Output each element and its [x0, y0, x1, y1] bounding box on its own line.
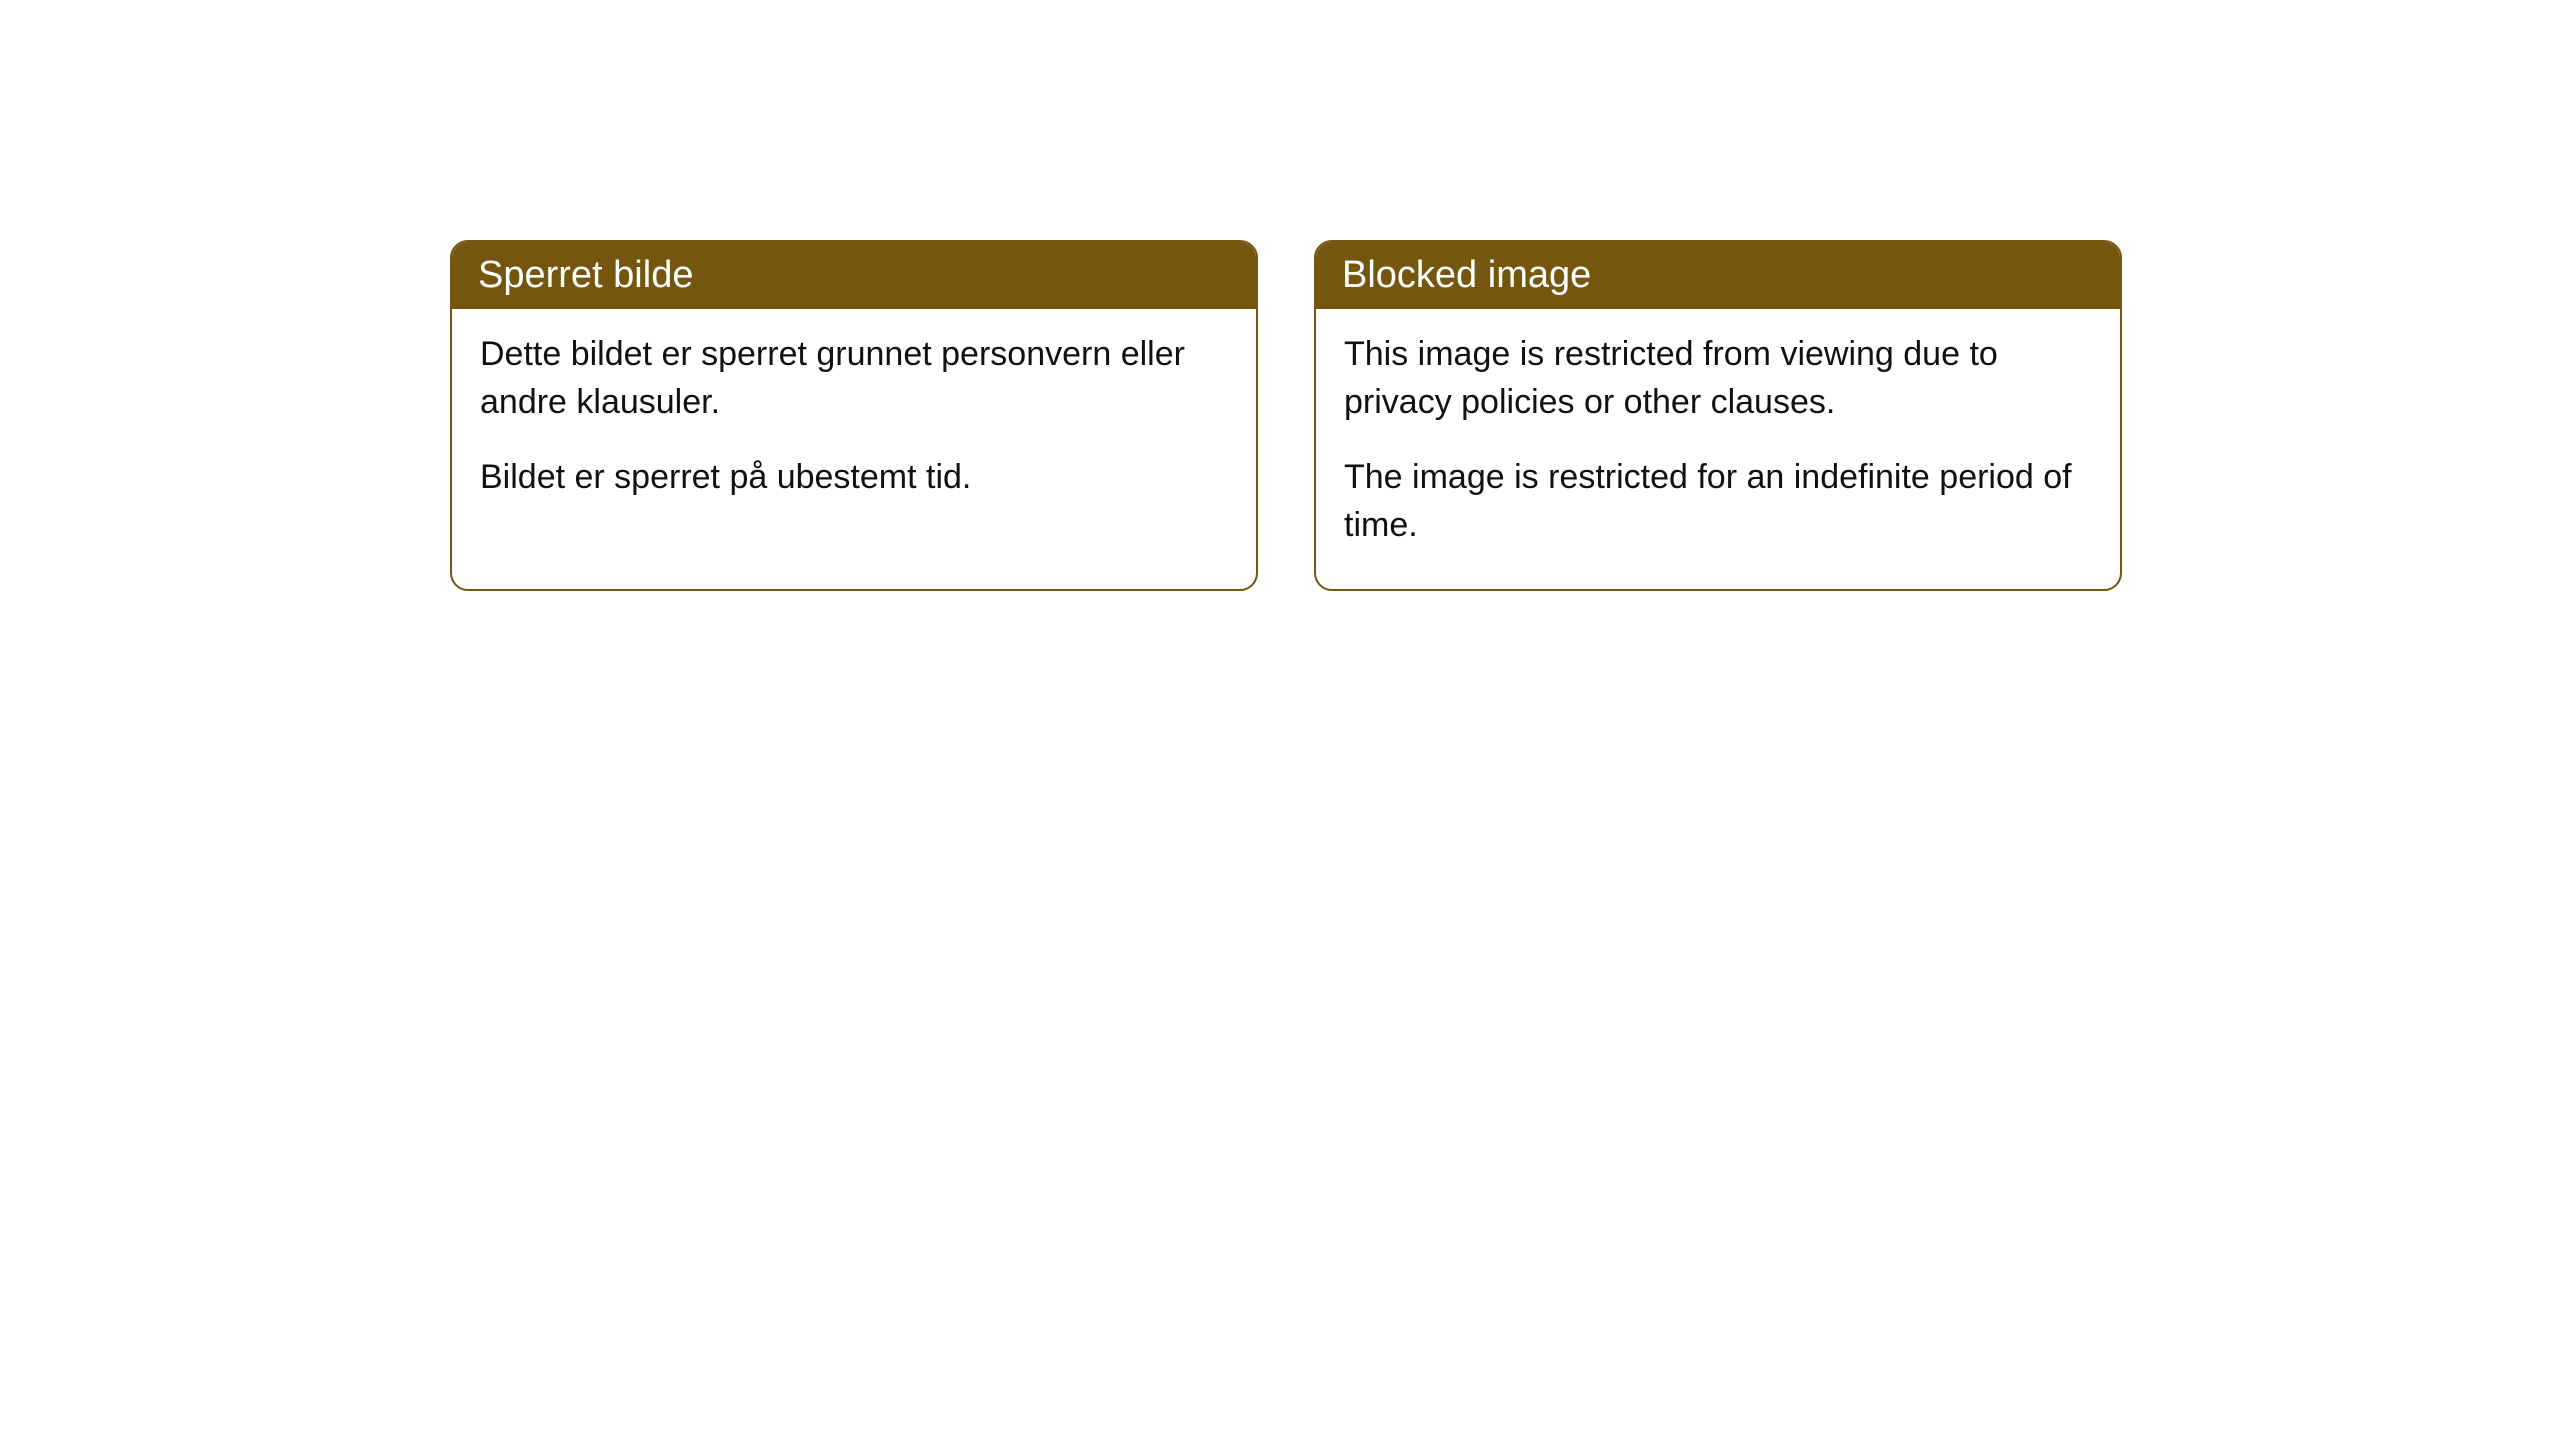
card-title-en: Blocked image [1342, 254, 1591, 296]
card-paragraph-2-en: The image is restricted for an indefinit… [1344, 454, 2092, 549]
card-header-no: Sperret bilde [452, 242, 1256, 309]
card-body-en: This image is restricted from viewing du… [1316, 309, 2120, 589]
card-title-no: Sperret bilde [478, 254, 693, 296]
notice-cards-container: Sperret bilde Dette bildet er sperret gr… [0, 0, 2560, 591]
blocked-image-card-en: Blocked image This image is restricted f… [1314, 240, 2122, 591]
card-paragraph-1-en: This image is restricted from viewing du… [1344, 331, 2092, 426]
card-body-no: Dette bildet er sperret grunnet personve… [452, 309, 1256, 542]
card-header-en: Blocked image [1316, 242, 2120, 309]
card-paragraph-1-no: Dette bildet er sperret grunnet personve… [480, 331, 1228, 426]
card-paragraph-2-no: Bildet er sperret på ubestemt tid. [480, 454, 1228, 502]
blocked-image-card-no: Sperret bilde Dette bildet er sperret gr… [450, 240, 1258, 591]
